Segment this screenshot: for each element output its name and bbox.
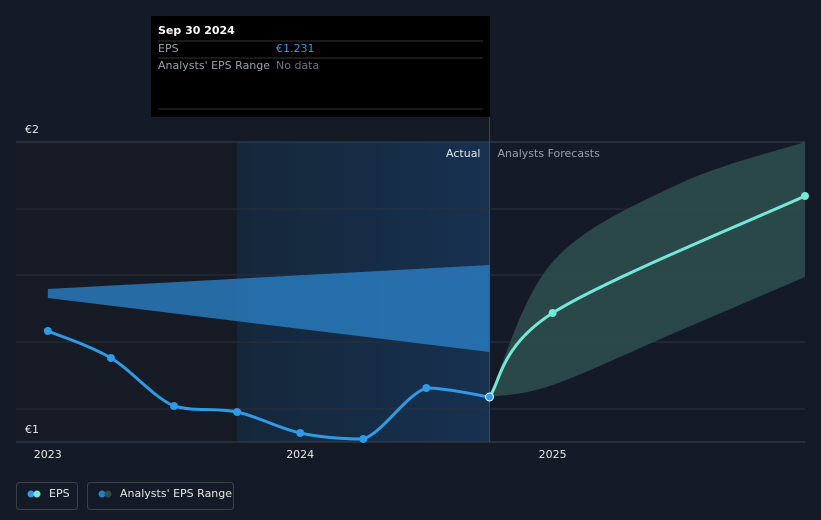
legend-item[interactable]	[16, 482, 78, 510]
tooltip-box	[151, 16, 490, 117]
eps-point	[422, 384, 431, 392]
eps-line	[46, 329, 492, 441]
eps-point	[801, 192, 809, 200]
eps-point	[233, 408, 242, 416]
tooltip-value: €1.231	[276, 42, 315, 55]
tooltip-key: EPS	[158, 42, 179, 55]
legend-swatch	[33, 490, 41, 498]
x-tick-label: 2025	[539, 448, 567, 461]
tooltip: Sep 30 2024 EPS €1.231 Analysts' EPS Ran…	[151, 16, 490, 117]
tooltip-value: No data	[276, 59, 319, 72]
legend-label[interactable]: EPS	[49, 487, 70, 500]
legend-swatch	[27, 490, 35, 498]
eps-point	[485, 392, 495, 402]
legend-item[interactable]	[87, 482, 234, 510]
eps-point	[548, 309, 557, 317]
divider-label: Analysts Forecasts	[498, 147, 601, 160]
eps-point	[296, 429, 305, 437]
tooltip-date: Sep 30 2024	[158, 24, 235, 37]
eps-point	[106, 354, 115, 362]
eps-line	[488, 194, 807, 399]
eps-point	[170, 402, 179, 410]
divider-label: Actual	[446, 147, 480, 160]
tooltip-key: Analysts' EPS Range	[158, 59, 270, 72]
legend: EPS Analysts' EPS Range	[16, 482, 234, 510]
eps-point	[43, 327, 52, 335]
eps-point	[359, 435, 368, 443]
x-tick-label: 2023	[34, 448, 62, 461]
y-tick-label: €1	[25, 423, 39, 436]
legend-swatch	[104, 490, 112, 498]
y-tick-label: €2	[25, 123, 39, 136]
range-band	[489, 142, 805, 397]
legend-label[interactable]: Analysts' EPS Range	[120, 487, 232, 500]
range-band	[47, 265, 490, 352]
x-tick-label: 2024	[286, 448, 314, 461]
legend-swatch	[98, 490, 106, 498]
